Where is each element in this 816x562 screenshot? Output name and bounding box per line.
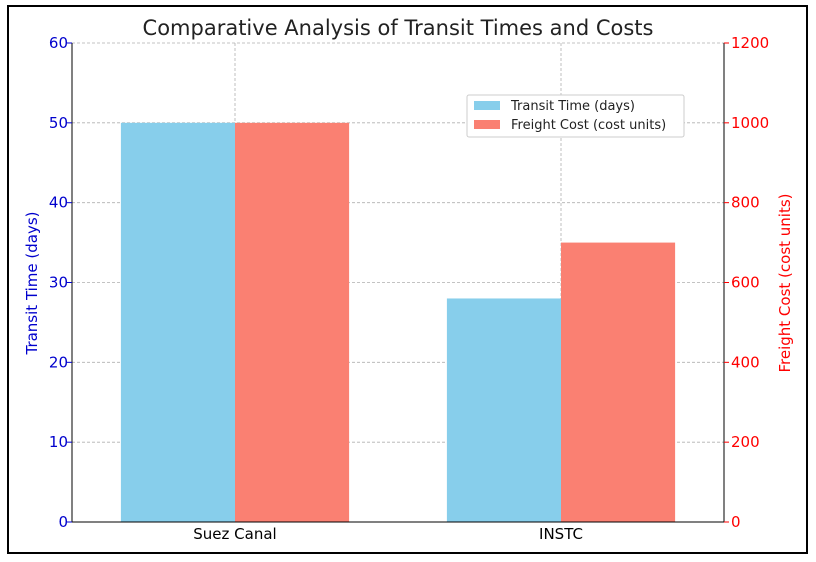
category-label: INSTC (539, 525, 583, 543)
legend-swatch-freight-cost (474, 120, 500, 129)
right-tick-label: 0 (731, 513, 741, 531)
bar-transit-time (120, 122, 235, 522)
bar-transit-time (446, 298, 561, 522)
left-tick-label: 30 (49, 274, 68, 292)
right-tick-label: 800 (731, 194, 760, 212)
right-axis-label: Freight Cost (cost units) (776, 193, 794, 372)
left-tick-label: 10 (49, 433, 68, 451)
left-axis-ticks: 0 10 20 30 40 50 60 (49, 34, 72, 531)
left-tick-label: 40 (49, 194, 68, 212)
right-axis-ticks: 0 200 400 600 800 1000 1200 (724, 34, 769, 531)
legend-swatch-transit-time (474, 101, 500, 110)
left-tick-label: 50 (49, 114, 68, 132)
right-tick-label: 1000 (731, 114, 769, 132)
bar-freight-cost (235, 122, 350, 522)
left-tick-label: 20 (49, 353, 68, 371)
left-tick-label: 60 (49, 34, 68, 52)
left-axis-label: Transit Time (days) (23, 211, 41, 355)
right-tick-label: 1200 (731, 34, 769, 52)
legend-label-freight-cost: Freight Cost (cost units) (511, 118, 666, 133)
legend: Transit Time (days) Freight Cost (cost u… (466, 94, 685, 138)
category-labels: Suez Canal INSTC (193, 525, 583, 543)
legend-box (466, 94, 685, 138)
category-label: Suez Canal (193, 525, 276, 543)
right-tick-label: 600 (731, 274, 760, 292)
chart-frame (7, 5, 808, 554)
legend-label-transit-time: Transit Time (days) (510, 99, 635, 114)
bar-freight-cost (561, 242, 676, 523)
right-tick-label: 200 (731, 433, 760, 451)
chart-title: Comparative Analysis of Transit Times an… (143, 16, 654, 40)
bars (120, 122, 676, 523)
right-tick-label: 400 (731, 353, 760, 371)
left-tick-label: 0 (58, 513, 68, 531)
